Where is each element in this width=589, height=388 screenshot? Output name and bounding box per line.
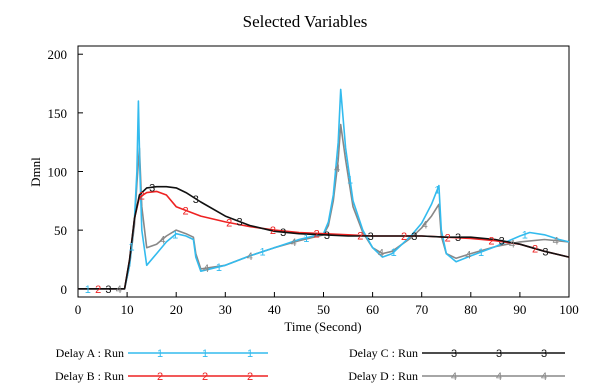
series-marker: 4 — [553, 236, 559, 248]
series-marker: 2 — [401, 231, 407, 243]
series-marker: 4 — [422, 219, 428, 231]
x-tick-label: 40 — [268, 302, 281, 317]
series-marker: 3 — [411, 231, 417, 243]
legend-marker: 4 — [496, 371, 502, 383]
series-marker: 4 — [247, 251, 253, 263]
series-marker: 2 — [532, 244, 538, 256]
series-marker: 4 — [290, 237, 296, 249]
x-tick-label: 20 — [170, 302, 183, 317]
x-tick-label: 70 — [415, 302, 428, 317]
legend-marker: 3 — [541, 348, 547, 360]
legend-marker: 4 — [541, 371, 547, 383]
legend-label: Delay C : Run — [349, 346, 418, 360]
x-tick-label: 90 — [513, 302, 526, 317]
legend-label: Delay B : Run — [55, 369, 124, 383]
series-marker: 2 — [445, 232, 451, 244]
series-marker: 3 — [193, 194, 199, 206]
legend-marker: 1 — [157, 348, 163, 360]
series-marker: 2 — [270, 225, 276, 237]
chart-title: Selected Variables — [243, 12, 368, 31]
y-axis-label: Dmnl — [28, 157, 43, 187]
series-marker: 4 — [378, 248, 384, 260]
series-marker: 3 — [105, 284, 111, 296]
x-tick-label: 10 — [121, 302, 134, 317]
series-marker: 1 — [303, 233, 309, 245]
series-marker: 1 — [478, 247, 484, 259]
y-tick-label: 100 — [48, 165, 68, 180]
series-line-1 — [78, 88, 570, 290]
legend-marker: 1 — [247, 348, 253, 360]
x-tick-label: 0 — [75, 302, 82, 317]
series-marker: 4 — [465, 249, 471, 261]
series-line-4 — [78, 123, 570, 290]
series-marker: 1 — [216, 262, 222, 274]
y-tick-label: 0 — [61, 282, 68, 297]
x-axis-ticks: 0 10 20 30 40 50 60 70 80 90 100 — [75, 292, 579, 317]
legend-marker: 3 — [496, 348, 502, 360]
series-marker: 4 — [203, 263, 209, 275]
series-marker: 3 — [324, 230, 330, 242]
series-marker: 2 — [139, 191, 145, 203]
x-tick-label: 50 — [317, 302, 330, 317]
x-tick-label: 100 — [559, 302, 579, 317]
series-marker: 1 — [172, 229, 178, 241]
series-line-3 — [78, 185, 570, 290]
x-tick-label: 30 — [219, 302, 232, 317]
series-marker: 3 — [236, 217, 242, 229]
y-axis-ticks: 0 50 100 150 200 — [48, 47, 83, 297]
series-marker: 2 — [357, 230, 363, 242]
x-axis-label: Time (Second) — [284, 319, 361, 334]
series-marker: 2 — [314, 228, 320, 240]
series-marker: 1 — [522, 229, 528, 241]
series-marker: 1 — [347, 175, 353, 187]
x-tick-label: 80 — [464, 302, 477, 317]
legend-marker: 2 — [157, 371, 163, 383]
series-marker: 3 — [149, 182, 155, 194]
series-marker: 3 — [542, 246, 548, 258]
series-marker: 4 — [159, 234, 165, 246]
legend-label: Delay A : Run — [56, 346, 124, 360]
series-marker: 4 — [509, 238, 515, 250]
series-marker: 3 — [455, 232, 461, 244]
series-marker: 3 — [368, 231, 374, 243]
y-tick-label: 50 — [54, 223, 67, 238]
legend-marker: 3 — [451, 348, 457, 360]
series-marker: 4 — [116, 284, 122, 296]
series-marker: 2 — [488, 235, 494, 247]
legend: Delay A : Run 1 1 1 Delay B : Run 2 2 2 Delay C … — [55, 346, 565, 383]
y-tick-label: 200 — [48, 47, 68, 62]
series-marker: 1 — [128, 242, 134, 254]
series-marker: 2 — [182, 205, 188, 217]
series-marker: 2 — [226, 218, 232, 230]
legend-label: Delay D : Run — [348, 369, 418, 383]
series-marker: 1 — [260, 247, 266, 259]
legend-marker: 2 — [247, 371, 253, 383]
series-marker: 3 — [280, 227, 286, 239]
y-tick-label: 150 — [48, 106, 68, 121]
series-marker: 1 — [85, 284, 91, 296]
series-marker: 4 — [334, 163, 340, 175]
series-marker: 2 — [95, 284, 101, 296]
series-marker: 1 — [391, 247, 397, 259]
legend-marker: 1 — [202, 348, 208, 360]
legend-marker: 4 — [451, 371, 457, 383]
legend-marker: 2 — [202, 371, 208, 383]
series-marker: 1 — [434, 184, 440, 196]
series-marker: 3 — [499, 236, 505, 248]
x-tick-label: 60 — [366, 302, 379, 317]
